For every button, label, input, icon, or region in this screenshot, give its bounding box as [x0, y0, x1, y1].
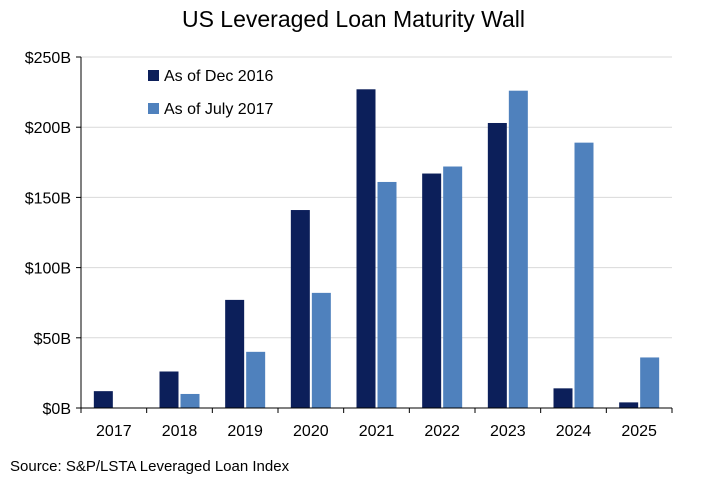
axes: [76, 56, 673, 413]
x-tick-label: 2019: [227, 423, 263, 440]
source-note: Source: S&P/LSTA Leveraged Loan Index: [10, 458, 290, 475]
x-tick-label: 2024: [556, 423, 592, 440]
x-tick-label: 2022: [424, 423, 460, 440]
y-tick-label: $200B: [25, 120, 71, 137]
legend-label: As of July 2017: [164, 101, 274, 118]
bar-dec-2016-2025: [619, 402, 639, 408]
y-tick-label: $150B: [25, 190, 71, 207]
x-tick-label: 2018: [162, 423, 198, 440]
y-tick-labels: $0B $50B $100B $150B $200B $250B: [25, 50, 71, 418]
bar-july-2017-2025: [640, 357, 660, 408]
gridlines: [81, 56, 672, 339]
legend-swatch: [148, 70, 159, 81]
bar-dec-2016-2018: [159, 371, 179, 408]
legend: As of Dec 2016 As of July 2017: [148, 68, 274, 118]
x-tick-label: 2021: [359, 423, 395, 440]
bar-july-2017-2019: [246, 351, 266, 408]
x-tick-label: 2025: [621, 423, 657, 440]
bar-july-2017-2018: [180, 393, 200, 408]
bar-july-2017-2023: [508, 90, 528, 409]
bar-dec-2016-2024: [553, 388, 573, 408]
y-tick-label: $0B: [43, 401, 71, 418]
x-tick-label: 2020: [293, 423, 329, 440]
legend-swatch: [148, 103, 159, 114]
x-tick-label: 2023: [490, 423, 526, 440]
y-tick-label: $100B: [25, 261, 71, 278]
x-tick-label: 2017: [96, 423, 132, 440]
bar-july-2017-2020: [311, 292, 331, 408]
chart-title: US Leveraged Loan Maturity Wall: [181, 6, 526, 32]
bar-july-2017-2021: [377, 181, 397, 408]
bars: [93, 89, 660, 409]
bar-dec-2016-2023: [487, 122, 507, 408]
bar-july-2017-2024: [574, 142, 594, 409]
y-tick-label: $50B: [34, 331, 71, 348]
bar-dec-2016-2022: [422, 173, 442, 408]
bar-dec-2016-2021: [356, 89, 376, 409]
legend-label: As of Dec 2016: [164, 68, 274, 85]
bar-july-2017-2022: [443, 166, 463, 408]
y-tick-label: $250B: [25, 50, 71, 67]
bar-dec-2016-2017: [93, 391, 113, 408]
bar-dec-2016-2020: [290, 210, 310, 408]
bar-dec-2016-2019: [225, 299, 245, 408]
x-tick-labels: 2017 2018 2019 2020 2021 2022 2023 2024 2025: [96, 423, 657, 440]
